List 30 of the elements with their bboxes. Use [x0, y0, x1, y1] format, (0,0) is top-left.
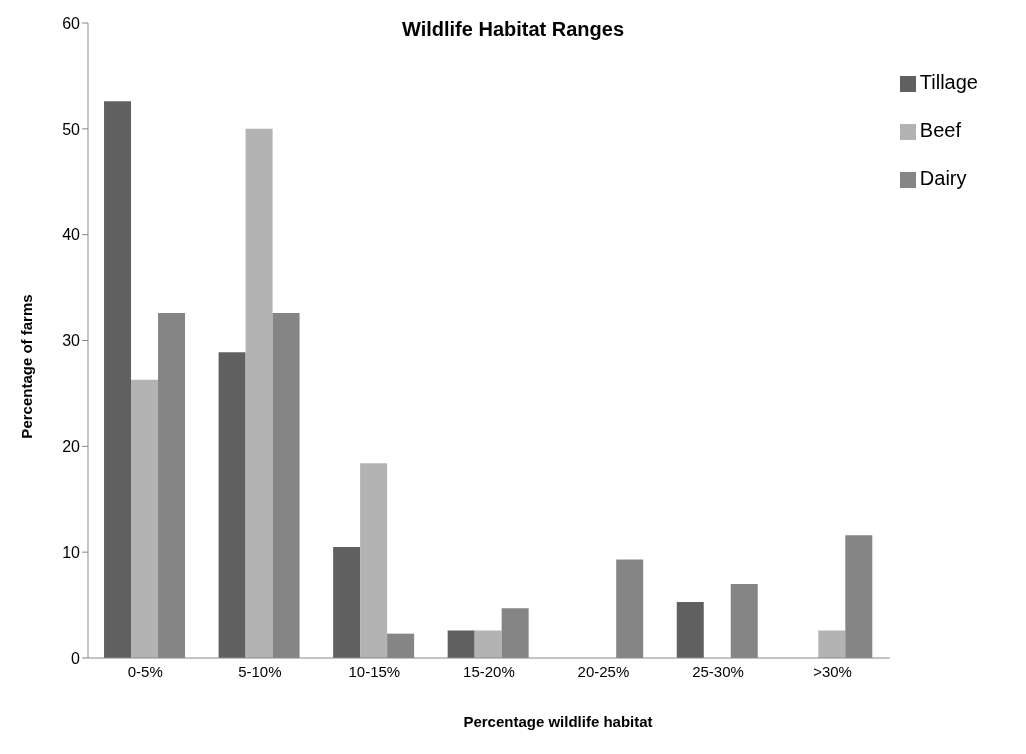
bar	[360, 463, 388, 658]
bar	[131, 379, 159, 658]
x-tick-label: 0-5%	[127, 662, 163, 680]
bar	[333, 546, 361, 658]
bar	[104, 101, 132, 658]
x-tick-label: 15-20%	[463, 662, 515, 680]
x-tick-label: 25-30%	[692, 662, 744, 680]
bar	[818, 630, 846, 658]
x-axis-title: Percentage wildlife habitat	[462, 713, 654, 730]
chart-title: Wildlife Habitat Ranges	[401, 18, 625, 40]
y-axis-title: Percentage of farms	[17, 293, 35, 441]
x-tick-label: >30%	[813, 662, 852, 680]
legend-label: Beef	[919, 119, 961, 141]
y-tick-label: 10	[62, 543, 81, 561]
bar	[447, 630, 475, 658]
y-tick-label: 20	[62, 438, 81, 456]
bar	[245, 128, 273, 658]
y-tick-label: 50	[62, 120, 81, 138]
x-tick-label: 5-10%	[238, 662, 282, 680]
legend-label: Dairy	[919, 167, 967, 189]
bar	[474, 630, 502, 658]
bar	[676, 601, 704, 658]
y-tick-label: 60	[62, 14, 81, 32]
y-tick-label: 0	[71, 649, 81, 667]
bar	[218, 352, 246, 658]
x-tick-label: 10-15%	[348, 662, 401, 680]
y-tick-label: 30	[62, 332, 81, 350]
y-tick-label: 40	[62, 226, 81, 244]
legend-label: Tillage	[919, 71, 978, 93]
x-tick-label: 20-25%	[577, 662, 630, 680]
